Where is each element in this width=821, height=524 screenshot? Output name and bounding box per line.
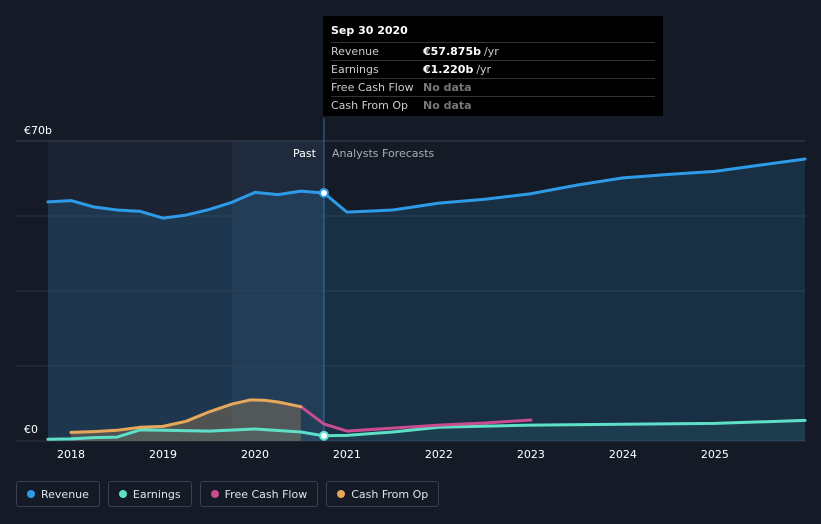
tooltip-row-free-cash-flow: Free Cash Flow No data <box>331 78 655 96</box>
tooltip-date: Sep 30 2020 <box>331 24 408 37</box>
legend-item-free-cash-flow[interactable]: Free Cash Flow <box>199 481 319 507</box>
area-revenue <box>48 159 805 441</box>
legend-item-earnings[interactable]: Earnings <box>107 481 192 507</box>
tooltip-row-unit: /yr <box>476 63 492 76</box>
tooltip-row-revenue: Revenue €57.875b /yr <box>331 42 655 60</box>
tooltip-row-label: Cash From Op <box>331 99 409 112</box>
revenue-marker <box>318 187 329 198</box>
tooltip-row-value: €57.875b <box>423 45 481 58</box>
legend-dot-icon <box>118 490 127 498</box>
tooltip-row-label: Revenue <box>331 45 379 58</box>
chart-svg: €70b €0 Past Analysts Forecasts 2018 2019 2020… <box>16 118 807 461</box>
legend-dot-icon <box>337 490 346 498</box>
line-revenue <box>46 157 807 220</box>
line-free-cash-flow <box>299 405 533 433</box>
x-tick-label: 2021 <box>333 448 361 461</box>
legend-label: Revenue <box>41 487 89 501</box>
x-tick-label: 2025 <box>701 448 729 461</box>
tooltip-row-earnings: Earnings €1.220b /yr <box>331 60 655 78</box>
tooltip-row-label: Earnings <box>331 63 379 76</box>
tooltip-row-cash-from-op: Cash From Op No data <box>331 96 655 114</box>
y-axis-min-label: €0 <box>24 423 38 436</box>
tooltip-row-label: Free Cash Flow <box>331 81 414 94</box>
tooltip-row-value: No data <box>423 99 472 112</box>
legend: Revenue Earnings Free Cash Flow Cash Fro… <box>16 481 440 507</box>
legend-item-cash-from-op[interactable]: Cash From Op <box>326 481 440 507</box>
legend-item-revenue[interactable]: Revenue <box>16 481 100 507</box>
tooltip: Sep 30 2020 Revenue €57.875b /yr Earning… <box>323 16 663 116</box>
earnings-marker <box>318 430 329 441</box>
line-earnings <box>46 418 807 441</box>
line-cash-from-op <box>69 398 303 434</box>
x-tick-label: 2023 <box>517 448 545 461</box>
legend-dot-icon <box>27 490 35 498</box>
x-tick-label: 2024 <box>609 448 637 461</box>
tooltip-row-value: No data <box>423 81 472 94</box>
tooltip-row-value: €1.220b <box>423 63 474 76</box>
legend-label: Cash From Op <box>351 487 429 501</box>
legend-label: Earnings <box>132 487 181 501</box>
x-tick-label: 2022 <box>425 448 453 461</box>
x-tick-label: 2018 <box>57 448 85 461</box>
tooltip-row-unit: /yr <box>483 45 499 58</box>
legend-label: Free Cash Flow <box>224 487 308 501</box>
y-axis-max-label: €70b <box>24 124 52 137</box>
forecast-label: Analysts Forecasts <box>332 147 435 160</box>
legend-dot-icon <box>210 490 219 498</box>
past-label: Past <box>293 147 317 160</box>
x-tick-label: 2020 <box>241 448 269 461</box>
x-tick-label: 2019 <box>149 448 177 461</box>
